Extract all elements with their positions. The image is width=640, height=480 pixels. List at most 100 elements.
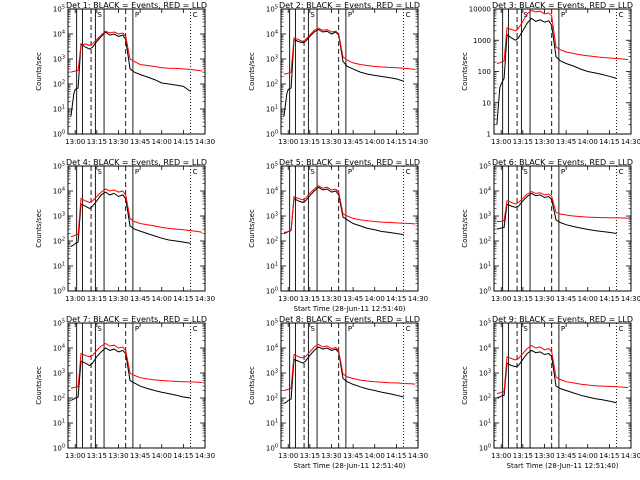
x-tick-label: 14:30: [195, 138, 215, 146]
x-tick-label: 13:00: [491, 138, 511, 146]
y-tick-label: 102: [53, 80, 65, 89]
x-tick-label: 14:15: [173, 138, 193, 146]
y-tick-label: 102: [266, 237, 278, 246]
series-line-events: [496, 192, 617, 234]
series-line-lld: [70, 30, 203, 73]
y-tick-label: 105: [53, 162, 65, 171]
y-tick-exponent: 2: [275, 237, 278, 243]
x-tick-label: 13:30: [321, 452, 341, 460]
y-tick-label: 1: [487, 131, 491, 139]
panel-det4: Det 4: BLACK = Events, RED = LLD Counts/s…: [35, 158, 215, 303]
series-line-events: [496, 17, 617, 125]
x-tick-label: 13:15: [513, 295, 533, 303]
y-tick-exponent: 4: [62, 30, 65, 36]
y-tick-label: 103: [479, 212, 491, 221]
x-tick-label: 14:00: [578, 452, 598, 460]
panel-det7: Det 7: BLACK = Events, RED = LLD Counts/s…: [35, 315, 215, 460]
y-tick-exponent: 3: [62, 212, 65, 218]
y-tick-label: 103: [266, 369, 278, 378]
x-tick-label: 13:45: [343, 452, 363, 460]
y-tick-label: 101: [266, 419, 278, 428]
y-tick-label: 103: [53, 55, 65, 64]
x-tick-label: 13:15: [87, 452, 107, 460]
x-tick-label: 13:45: [556, 295, 576, 303]
x-tick-label: 13:00: [65, 138, 85, 146]
x-tick-label: 13:15: [87, 295, 107, 303]
series-line-lld: [283, 27, 416, 75]
annotation-label: S: [523, 168, 528, 176]
y-tick-label: 105: [479, 162, 491, 171]
x-tick-label: 13:00: [491, 452, 511, 460]
plot-frame: [280, 322, 419, 449]
annotation-label: C: [619, 168, 624, 176]
x-tick-label: 13:45: [130, 295, 150, 303]
series-line-events: [283, 346, 404, 404]
x-tick-label: 14:30: [195, 295, 215, 303]
x-tick-label: 14:15: [599, 295, 619, 303]
x-tick-label: 13:30: [108, 452, 128, 460]
x-tick-label: 14:15: [173, 295, 193, 303]
y-tick-exponent: 1: [62, 419, 65, 425]
chart-title: Det 3: BLACK = Events, RED = LLD: [492, 1, 633, 10]
y-tick-label: 104: [53, 344, 65, 353]
annotation-label: C: [406, 168, 411, 176]
panel-det6: Det 6: BLACK = Events, RED = LLD Counts/s…: [461, 158, 640, 303]
chart-title: Det 2: BLACK = Events, RED = LLD: [279, 1, 420, 10]
y-tick-label: 102: [479, 394, 491, 403]
y-tick-exponent: 5: [275, 162, 278, 168]
annotation-label: C: [619, 11, 624, 19]
x-tick-label: 13:30: [534, 295, 554, 303]
y-tick-label: 100: [53, 444, 65, 453]
x-tick-label: 13:45: [343, 295, 363, 303]
y-tick-exponent: 3: [275, 55, 278, 61]
y-tick-label: 104: [266, 187, 278, 196]
chart-title: Det 9: BLACK = Events, RED = LLD: [492, 315, 633, 324]
y-tick-exponent: 1: [62, 262, 65, 268]
series-line-lld: [70, 188, 203, 238]
y-tick-label: 100: [479, 287, 491, 296]
y-axis-label: Counts/sec: [461, 52, 469, 91]
y-tick-label: 100: [266, 287, 278, 296]
y-axis-label: Counts/sec: [248, 366, 256, 405]
series-line-events: [283, 29, 404, 117]
annotation-label: S: [310, 11, 315, 19]
y-tick-label: 105: [479, 319, 491, 328]
y-tick-label: 102: [479, 237, 491, 246]
x-axis-label: Start Time (28-Jun-11 12:51:40): [507, 462, 619, 470]
annotation-label: S: [523, 325, 528, 333]
x-tick-label: 13:15: [87, 138, 107, 146]
y-axis-label: Counts/sec: [248, 209, 256, 248]
y-tick-label: 101: [53, 419, 65, 428]
annotation-label: C: [193, 11, 198, 19]
annotation-label: S: [97, 325, 102, 333]
x-tick-label: 14:30: [408, 138, 428, 146]
y-tick-label: 103: [53, 212, 65, 221]
y-tick-exponent: 1: [488, 262, 491, 268]
x-tick-label: 14:00: [365, 138, 385, 146]
series-line-lld: [283, 185, 416, 233]
annotation-label: P: [561, 325, 565, 333]
x-tick-label: 14:00: [152, 295, 172, 303]
annotation-label: P: [348, 325, 352, 333]
series-line-events: [70, 31, 191, 117]
x-tick-label: 13:30: [108, 138, 128, 146]
y-tick-label: 103: [266, 212, 278, 221]
x-tick-label: 14:15: [173, 452, 193, 460]
y-tick-exponent: 1: [275, 105, 278, 111]
plot-frame: [493, 165, 632, 292]
plot-frame: [280, 8, 419, 135]
x-tick-label: 13:30: [321, 138, 341, 146]
y-tick-label: 101: [53, 105, 65, 114]
y-tick-exponent: 1: [275, 262, 278, 268]
x-tick-label: 14:00: [578, 138, 598, 146]
y-tick-exponent: 0: [275, 287, 278, 293]
y-tick-exponent: 2: [488, 394, 491, 400]
plot-frame: [67, 165, 206, 292]
y-axis-label: Counts/sec: [461, 209, 469, 248]
y-tick-exponent: 0: [275, 130, 278, 136]
x-tick-label: 14:30: [408, 295, 428, 303]
y-tick-label: 103: [53, 369, 65, 378]
y-tick-label: 100: [53, 287, 65, 296]
y-tick-label: 104: [266, 30, 278, 39]
